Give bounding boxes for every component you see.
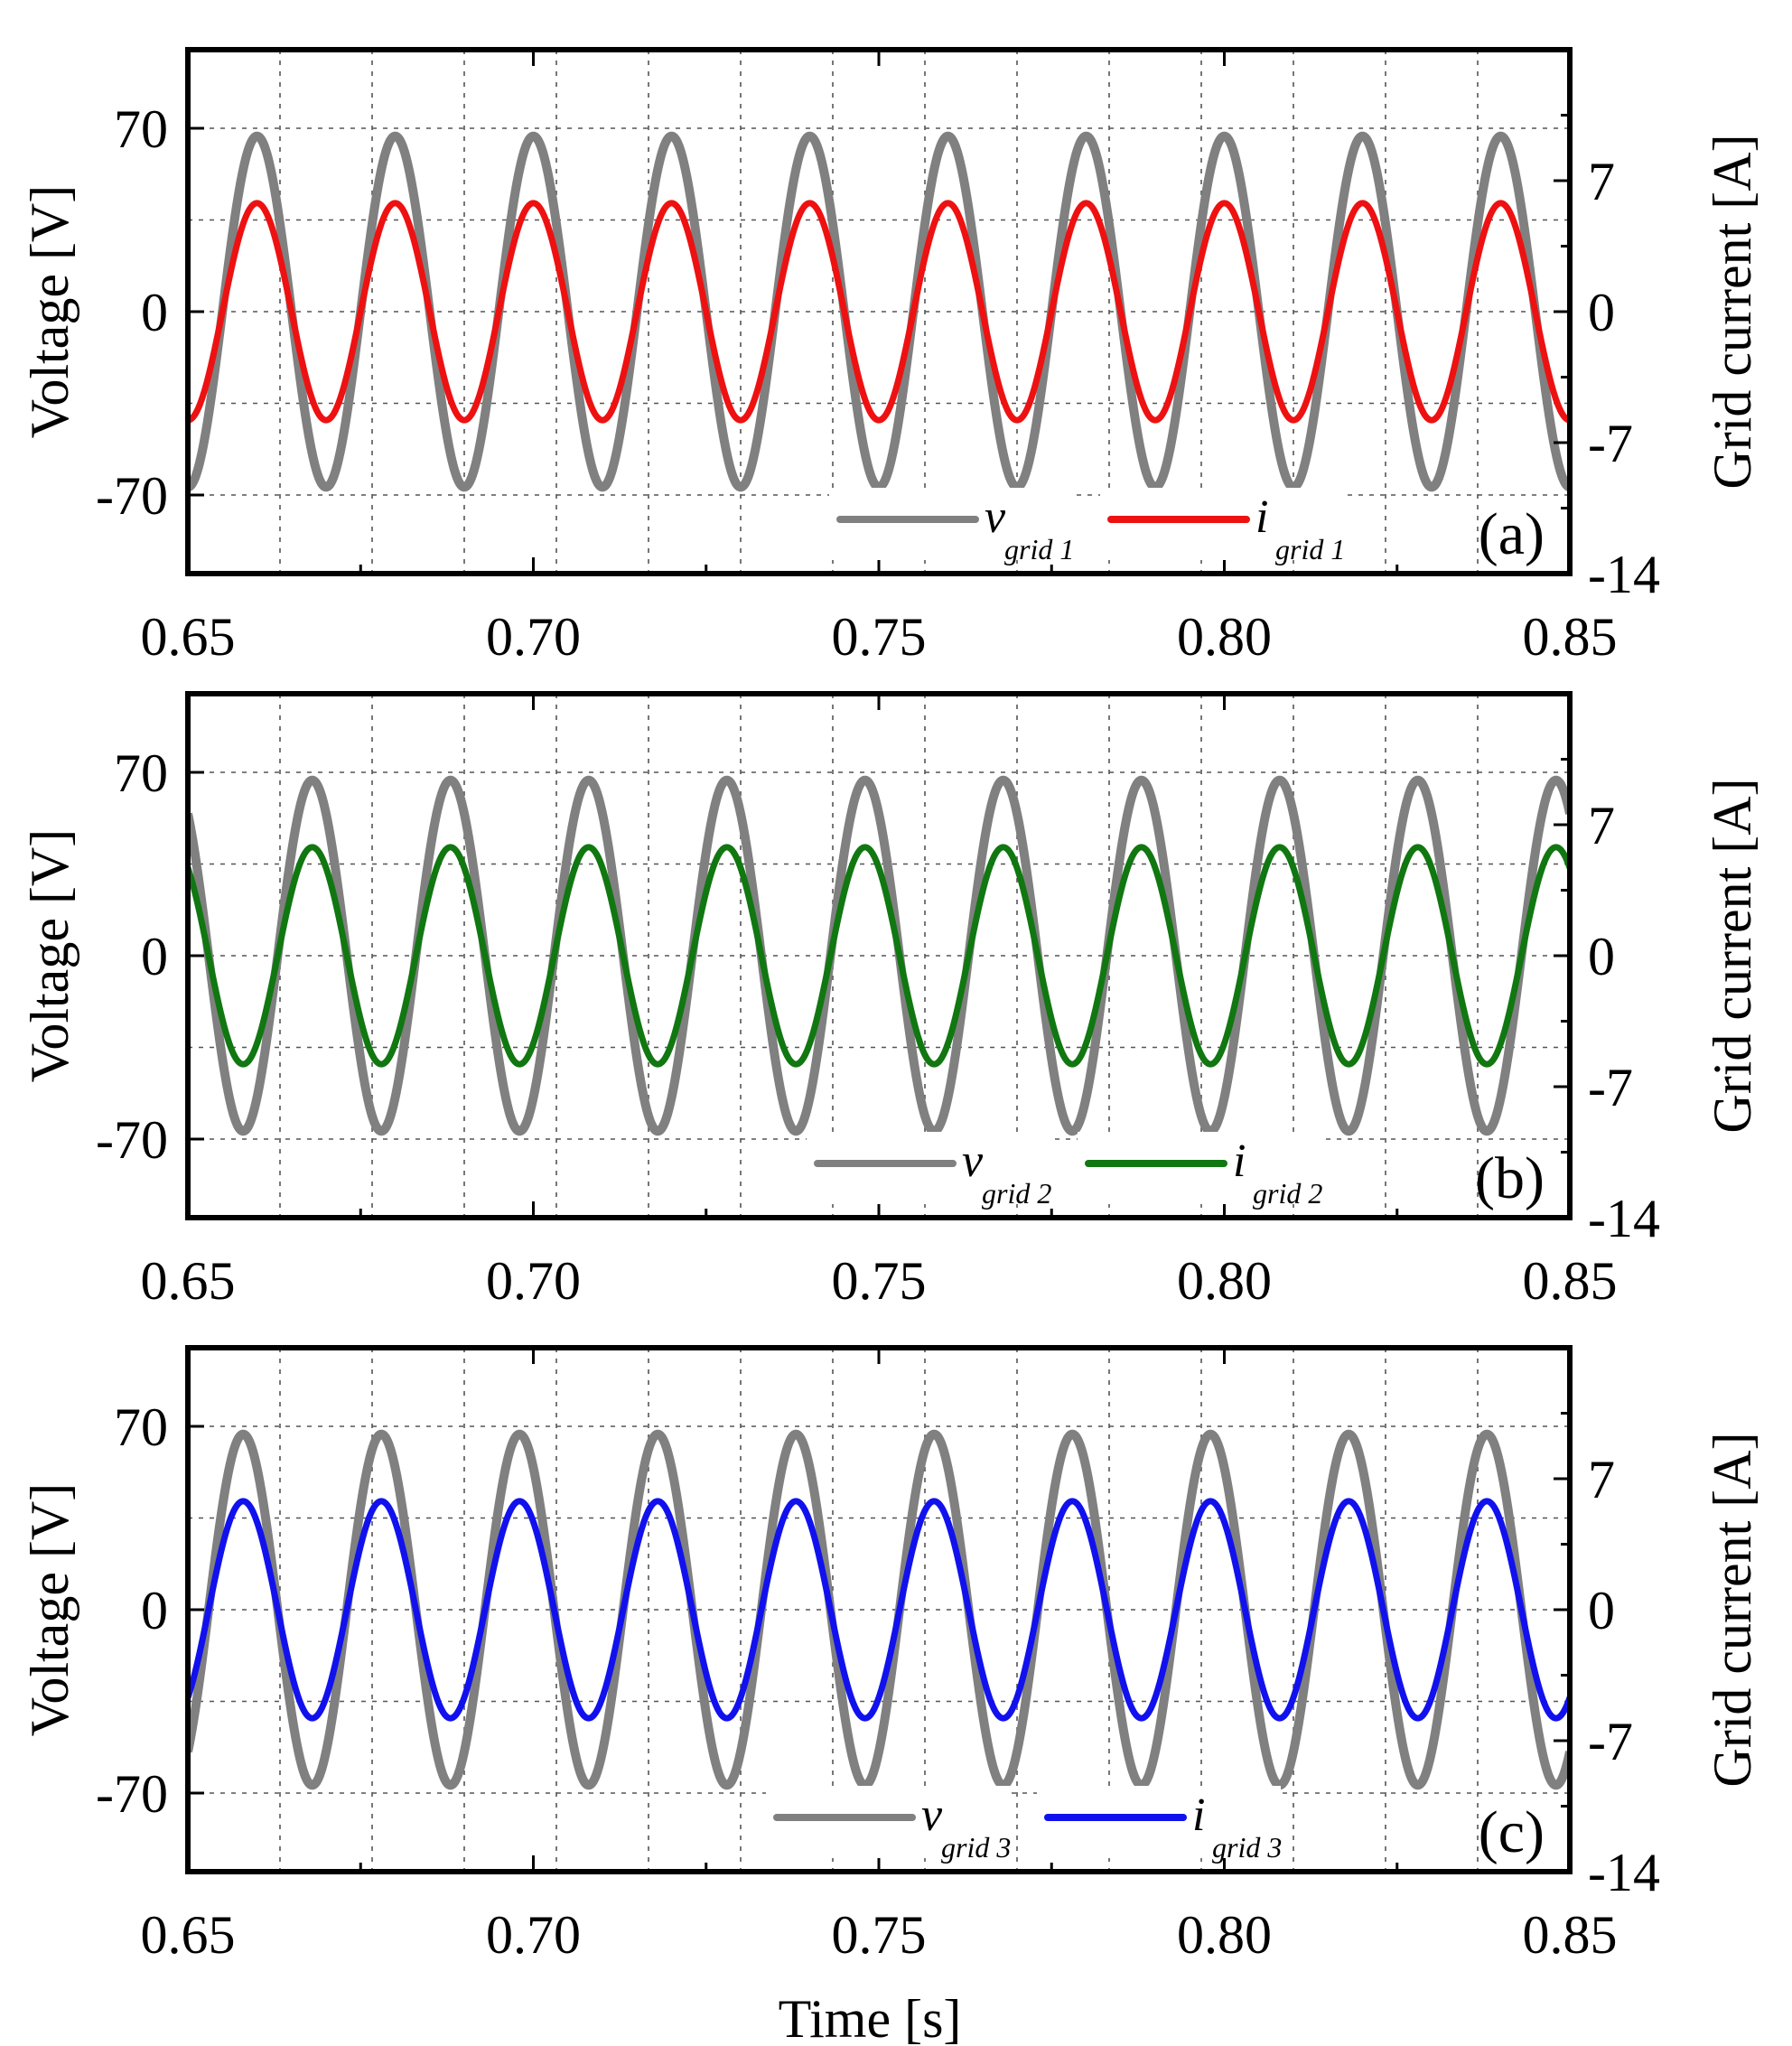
y-right-tick-label: 7 [1588,152,1615,211]
y-right-tick-label: -14 [1588,545,1660,604]
y-left-axis-title: Voltage [V] [20,185,79,439]
legend-label: i [1255,491,1268,543]
x-tick-label: 0.70 [486,607,581,667]
series-line-i-grid-1 [188,200,1570,424]
panel-tag: (a) [1479,501,1545,567]
x-tick-label: 0.65 [141,607,236,667]
x-tick-label: 0.80 [1177,607,1272,667]
y-right-tick-label: -14 [1588,1189,1660,1248]
y-right-axis-title: Grid current [A] [1703,778,1762,1133]
legend-label: i [1192,1789,1205,1841]
legend-subscript: grid 2 [982,1177,1051,1210]
y-left-tick-label: 0 [141,927,168,986]
panel-b: 0.65 0.70 0.75 0.80 0.85700-7070-7-14Voltage… [20,691,1762,1311]
y-left-tick-label: 70 [114,743,168,803]
x-axis-title: Time [s] [779,1989,962,2046]
y-right-tick-label: 0 [1588,283,1615,342]
legend-label: v [921,1789,943,1841]
panel-a: 0.65 0.70 0.75 0.80 0.85700-7070-7-14Voltage… [20,47,1762,667]
y-right-tick-label: -14 [1588,1843,1660,1902]
legend-subscript: grid 3 [941,1831,1011,1864]
x-tick-label: 0.75 [832,1905,927,1965]
series-line-i-grid-3 [188,1498,1570,1722]
y-right-tick-label: 7 [1588,796,1615,855]
y-right-tick-label: -7 [1588,414,1633,473]
legend-background [829,488,1073,560]
x-tick-label: 0.75 [832,607,927,667]
y-left-tick-label: -70 [96,1110,168,1170]
y-right-tick-label: -7 [1588,1058,1633,1117]
legend-label: v [985,491,1006,543]
series-line-v-grid-1 [188,131,1570,492]
y-left-tick-label: -70 [96,1764,168,1824]
y-right-tick-label: 0 [1588,927,1615,986]
x-tick-label: 0.70 [486,1905,581,1965]
legend-label: v [962,1135,984,1187]
x-tick-label: 0.80 [1177,1905,1272,1965]
legend-subscript: grid 2 [1253,1177,1322,1210]
y-left-axis-title: Voltage [V] [20,829,79,1083]
x-tick-label: 0.70 [486,1251,581,1311]
y-left-tick-label: 0 [141,1581,168,1640]
x-tick-label: 0.65 [141,1251,236,1311]
legend-label: i [1233,1135,1246,1187]
legend-background [1037,1786,1281,1858]
series-line-i-grid-2 [188,844,1570,1068]
legend-subscript: grid 1 [1275,533,1345,565]
x-tick-label: 0.85 [1523,1251,1618,1311]
y-left-tick-label: 70 [114,99,168,159]
y-right-tick-label: -7 [1588,1712,1633,1771]
x-tick-label: 0.85 [1523,1905,1618,1965]
y-right-tick-label: 0 [1588,1581,1615,1640]
y-right-axis-title: Grid current [A] [1703,1432,1762,1787]
y-right-tick-label: 7 [1588,1450,1615,1509]
x-tick-label: 0.85 [1523,607,1618,667]
panel-tag: (b) [1475,1145,1545,1211]
y-left-axis-title: Voltage [V] [20,1483,79,1737]
legend-background [1100,488,1344,560]
y-left-tick-label: 70 [114,1397,168,1457]
legend-background [1078,1132,1321,1204]
legend-subscript: grid 1 [1004,533,1074,565]
legend-background [807,1132,1050,1204]
legend-background [766,1786,1010,1858]
x-tick-label: 0.75 [832,1251,927,1311]
legend-subscript: grid 3 [1212,1831,1282,1864]
x-tick-label: 0.80 [1177,1251,1272,1311]
panel-c: 0.65 0.70 0.75 0.80 0.85700-7070-7-14Voltage… [20,1345,1762,2046]
panel-tag: (c) [1479,1799,1545,1865]
y-left-tick-label: -70 [96,466,168,526]
y-right-axis-title: Grid current [A] [1703,134,1762,489]
y-left-tick-label: 0 [141,283,168,342]
x-tick-label: 0.65 [141,1905,236,1965]
